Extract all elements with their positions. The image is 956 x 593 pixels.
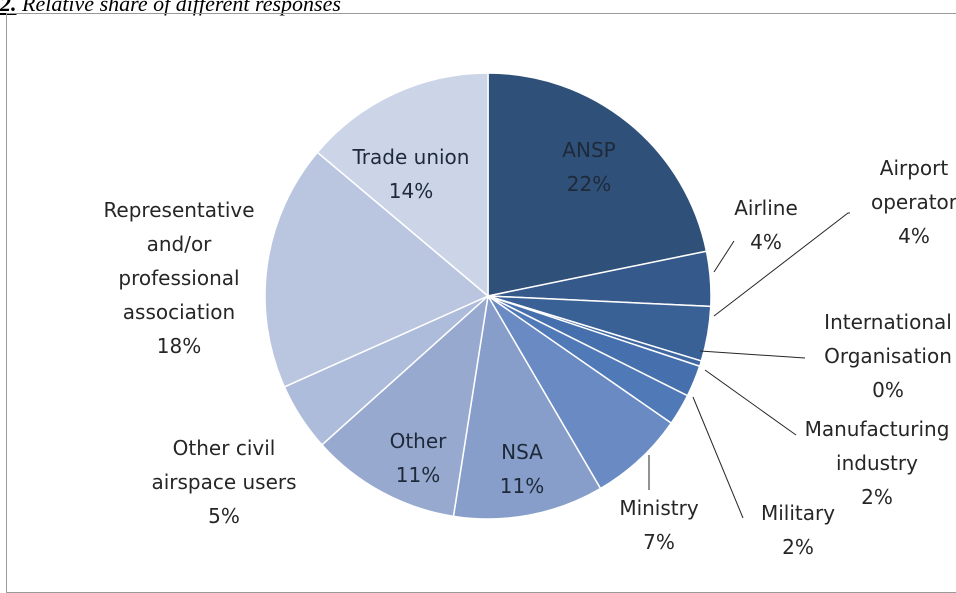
slice-label-line: association <box>123 300 235 324</box>
slice-label-line: airspace users <box>151 470 296 494</box>
slice-label-line: Trade union <box>352 145 470 169</box>
slice-label-representative-and-or-professional-association: Representative and/or professional associat… <box>103 198 254 358</box>
slice-label-military: Military 2% <box>761 501 835 559</box>
slice-label-ministry: Ministry 7% <box>619 496 699 554</box>
slice-label-airport-operator: Airport operator 4% <box>871 156 956 248</box>
slice-label-nsa: NSA 11% <box>500 440 544 498</box>
slice-label-airline: Airline 4% <box>734 196 798 254</box>
slice-label-other: Other 11% <box>390 429 448 487</box>
slice-label-line: and/or <box>147 232 213 256</box>
slice-label-line: 0% <box>872 378 904 402</box>
slice-labels: ANSP 22% Airline 4% Airport operator 4% Interna… <box>103 138 956 559</box>
leader-line-airline <box>713 240 735 273</box>
slice-label-line: Organisation <box>824 344 952 368</box>
slice-label-line: NSA <box>501 440 543 464</box>
slice-label-line: ANSP <box>562 138 615 162</box>
slice-label-line: Military <box>761 501 835 525</box>
slice-label-line: 14% <box>389 179 433 203</box>
pie-chart: ANSP 22% Airline 4% Airport operator 4% Interna… <box>103 72 956 559</box>
slice-label-line: Airport <box>880 156 949 180</box>
leader-line-military <box>692 396 744 519</box>
pie-slice-representative-and-or-professional-association <box>264 151 490 388</box>
figure-caption: 2. Relative share of different responses <box>0 0 341 16</box>
slice-label-line: 11% <box>500 474 544 498</box>
slice-label-line: International <box>824 310 952 334</box>
slice-label-line: professional <box>118 266 239 290</box>
slice-label-manufacturing-industry: Manufacturing industry 2% <box>805 417 950 509</box>
leader-line-international-organisation <box>699 350 806 359</box>
leader-lines <box>648 212 850 519</box>
slice-label-line: 7% <box>643 530 675 554</box>
slice-label-international-organisation: International Organisation 0% <box>824 310 952 402</box>
slice-label-trade-union: Trade union 14% <box>352 145 470 203</box>
pie-slice-trade-union <box>316 72 489 298</box>
slice-label-line: operator <box>871 190 956 214</box>
leader-line-airport-operator <box>713 212 850 317</box>
slice-label-line: 5% <box>208 504 240 528</box>
figure-caption-text: Relative share of different responses <box>22 0 341 16</box>
slice-label-line: 4% <box>898 224 930 248</box>
pie-slice-nsa <box>452 293 602 520</box>
figure-number: 2. <box>0 0 17 16</box>
slice-label-line: 4% <box>750 230 782 254</box>
slice-label-line: 2% <box>861 485 893 509</box>
slice-label-line: industry <box>836 451 918 475</box>
pie-slice-ansp <box>487 72 708 297</box>
pie-slices <box>264 72 712 520</box>
slice-label-line: 11% <box>396 463 440 487</box>
leader-line-manufacturing-industry <box>704 369 797 436</box>
pie-slice-other <box>320 294 490 518</box>
slice-label-line: Representative <box>103 198 254 222</box>
slice-label-line: Manufacturing <box>805 417 950 441</box>
slice-label-ansp: ANSP 22% <box>562 138 615 196</box>
slice-label-line: Other civil <box>173 436 276 460</box>
slice-label-line: 22% <box>567 172 611 196</box>
slice-label-other-civil-airspace-users: Other civil airspace users 5% <box>151 436 296 528</box>
slice-label-line: Other <box>390 429 448 453</box>
slice-label-line: Ministry <box>619 496 699 520</box>
slice-label-line: 18% <box>157 334 201 358</box>
slice-label-line: Airline <box>734 196 798 220</box>
slice-label-line: 2% <box>782 535 814 559</box>
